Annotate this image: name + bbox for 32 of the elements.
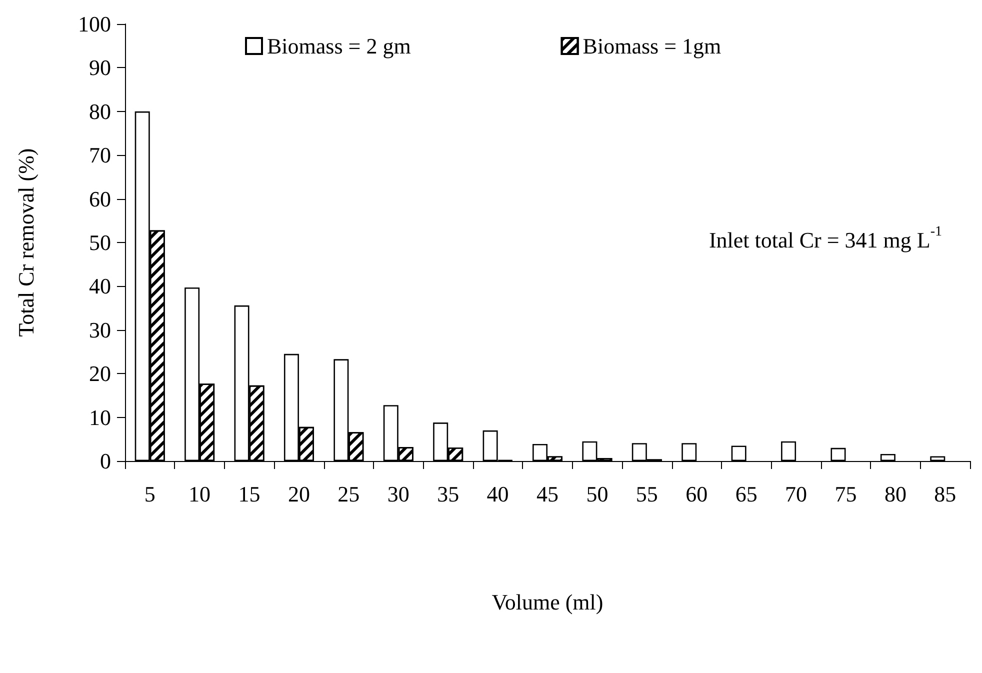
y-tick-label: 0 <box>100 448 111 474</box>
x-tick-label: 35 <box>437 482 460 506</box>
x-tick-label: 80 <box>884 482 906 506</box>
x-tick-label: 45 <box>536 482 558 506</box>
x-tick-label: 40 <box>486 482 509 506</box>
x-tick-label: 50 <box>586 482 608 506</box>
x-tick-label: 15 <box>238 482 260 506</box>
x-tick-label: 75 <box>834 482 857 506</box>
x-tick-label: 30 <box>387 482 410 506</box>
y-tick-label: 50 <box>89 230 111 255</box>
x-tick-label: 65 <box>735 482 758 506</box>
y-tick-label: 30 <box>89 317 111 342</box>
y-tick-label: 80 <box>89 98 111 124</box>
legend-label: Biomass = 1gm <box>582 34 722 58</box>
y-tick-label: 90 <box>89 55 111 80</box>
x-tick-label: 25 <box>338 482 360 506</box>
x-tick-label: 60 <box>686 482 708 506</box>
x-tick-label: 10 <box>188 482 211 506</box>
x-axis-title: Volume (ml) <box>492 590 604 614</box>
legend-label: Biomass = 2 gm <box>267 34 411 58</box>
y-tick-label: 100 <box>78 12 111 36</box>
y-tick-label: 10 <box>89 404 111 430</box>
y-tick-label: 60 <box>89 186 111 212</box>
x-tick-label: 20 <box>288 482 310 506</box>
y-tick-label: 20 <box>89 361 111 386</box>
x-tick-label: 85 <box>934 482 956 506</box>
x-tick-label: 5 <box>144 482 156 506</box>
y-tick-label: 70 <box>89 142 111 168</box>
x-tick-label: 70 <box>785 482 808 506</box>
y-tick-label: 40 <box>89 274 111 299</box>
x-tick-label: 55 <box>636 482 658 506</box>
y-axis-title: Total Cr removal (%) <box>14 148 38 337</box>
